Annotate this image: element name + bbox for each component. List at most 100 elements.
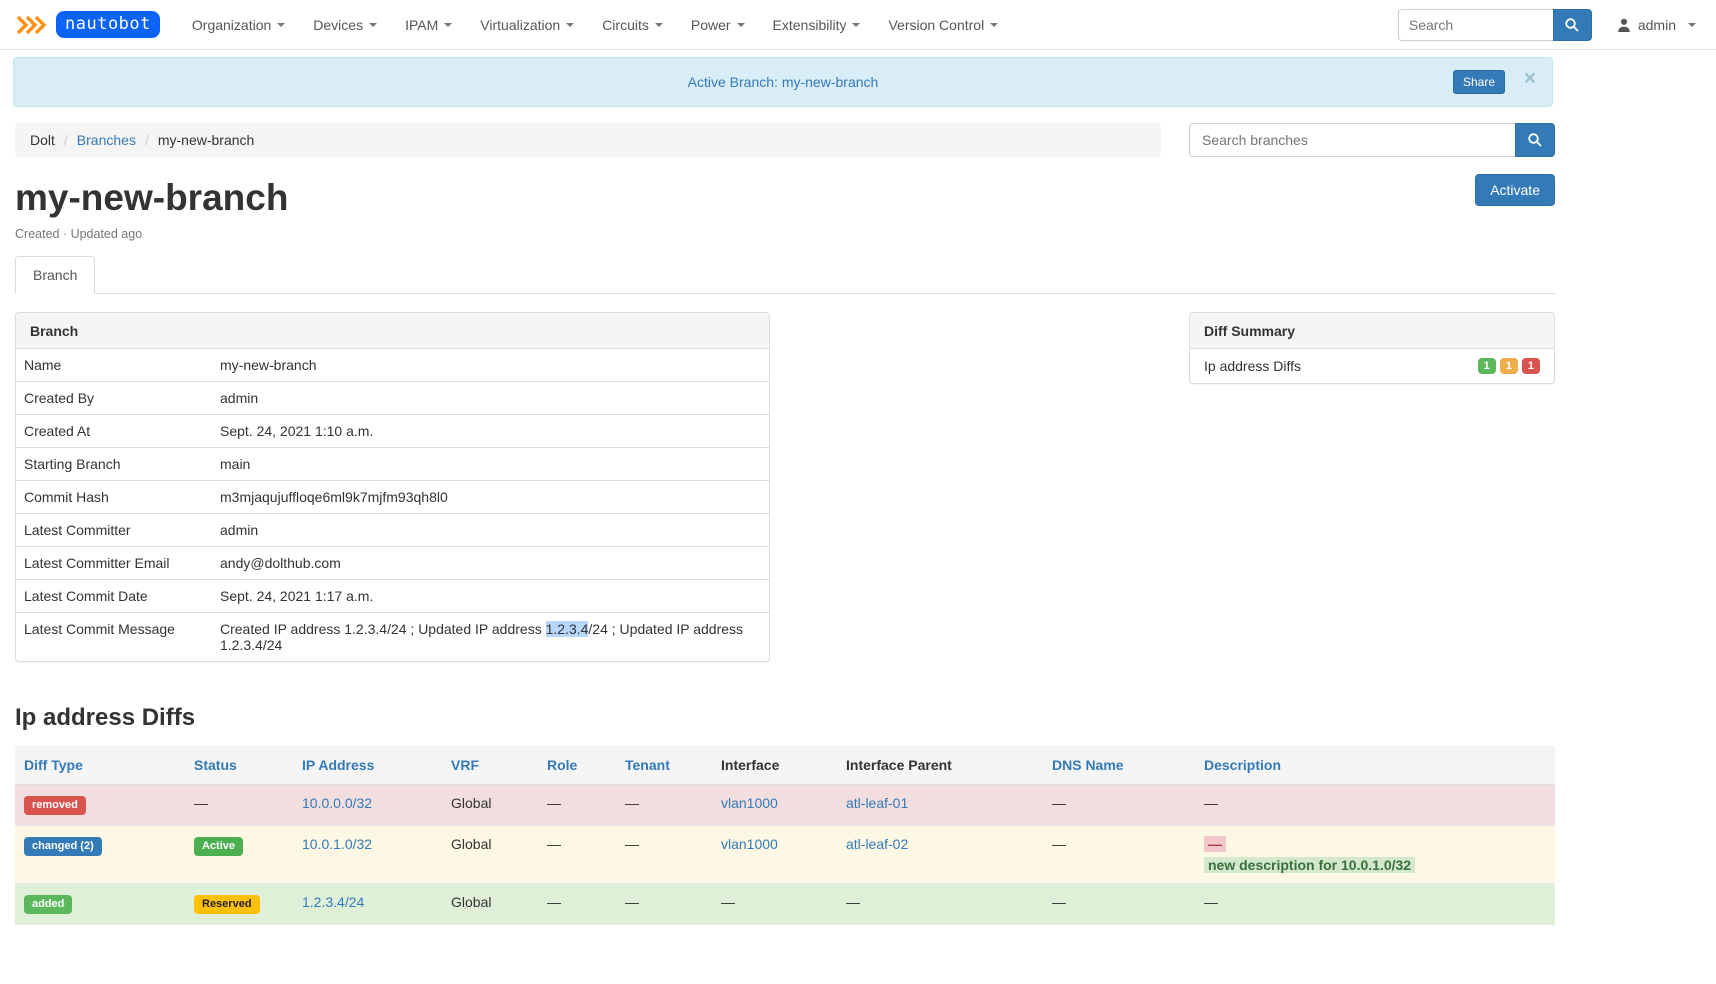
diff-cell: atl-leaf-02 xyxy=(838,825,1044,885)
nav-item-devices[interactable]: Devices xyxy=(299,2,391,48)
empty-value: — xyxy=(1204,894,1218,911)
diff-row: removed — 10.0.0.0/32 Global — — vlan1000 atl-l… xyxy=(15,784,1555,827)
empty-value: — xyxy=(1052,836,1066,853)
caret-down-icon xyxy=(852,22,861,27)
field-label: Latest Committer Email xyxy=(16,546,212,580)
breadcrumb-item-dolt[interactable]: Dolt xyxy=(30,132,55,148)
branch-search-input[interactable] xyxy=(1189,123,1515,157)
column-header-status[interactable]: Status xyxy=(186,746,294,785)
caret-down-icon xyxy=(654,22,663,27)
diff-row: added Reserved 1.2.3.4/24 Global — — — — — — xyxy=(15,883,1555,926)
nav-item-organization[interactable]: Organization xyxy=(178,2,299,48)
nav-item-label: IPAM xyxy=(405,16,439,33)
branch-field-row: Created By admin xyxy=(16,381,769,415)
description-removed: — xyxy=(1204,836,1226,853)
column-header-role[interactable]: Role xyxy=(539,746,617,785)
column-header-description[interactable]: Description xyxy=(1196,746,1555,785)
diff-cell: — xyxy=(539,784,617,827)
empty-value: — xyxy=(625,836,639,853)
column-header-interface: Interface xyxy=(713,746,838,785)
diff-cell: Global xyxy=(443,825,539,885)
diff-cell: vlan1000 xyxy=(713,784,838,827)
column-header-dns-name[interactable]: DNS Name xyxy=(1044,746,1196,785)
field-value: admin xyxy=(212,381,769,415)
field-value: main xyxy=(212,447,769,481)
field-label: Latest Commit Message xyxy=(16,612,212,661)
diff-cell: added xyxy=(15,883,186,926)
nav-item-circuits[interactable]: Circuits xyxy=(588,2,677,48)
nav-item-ipam[interactable]: IPAM xyxy=(391,2,466,48)
nav-item-power[interactable]: Power xyxy=(677,2,759,48)
nav-item-label: Virtualization xyxy=(480,16,561,33)
branch-field-row: Latest Commit Message Created IP address … xyxy=(16,612,769,661)
diffs-body: removed — 10.0.0.0/32 Global — — vlan1000 atl-l… xyxy=(15,784,1555,926)
diff-cell: — xyxy=(617,825,713,885)
caret-down-icon xyxy=(736,22,745,27)
breadcrumb-item-branches[interactable]: Branches xyxy=(76,132,136,148)
diff-count-badge: 1 xyxy=(1499,358,1518,374)
activate-button[interactable]: Activate xyxy=(1475,174,1555,206)
status-badge: changed (2) xyxy=(24,837,102,857)
breadcrumb-item-my-new-branch: my-new-branch xyxy=(157,132,255,148)
nav-item-virtualization[interactable]: Virtualization xyxy=(466,2,588,48)
status-badge: removed xyxy=(24,796,86,816)
cell-link[interactable]: atl-leaf-02 xyxy=(846,836,909,853)
cell-link[interactable]: 10.0.0.0/32 xyxy=(302,795,373,811)
cell-link[interactable]: 1.2.3.4/24 xyxy=(302,894,365,911)
empty-value: — xyxy=(1052,894,1066,911)
field-value: Sept. 24, 2021 1:17 a.m. xyxy=(212,579,769,613)
branch-search-button[interactable] xyxy=(1515,123,1555,157)
diff-cell: — xyxy=(1196,784,1555,827)
cell-text: Global xyxy=(451,894,492,911)
diff-cell: — xyxy=(713,883,838,926)
share-button[interactable]: Share xyxy=(1452,70,1505,94)
cell-link[interactable]: vlan1000 xyxy=(721,836,778,853)
nav-item-version-control[interactable]: Version Control xyxy=(874,2,1012,48)
chevron-down-icon xyxy=(1688,22,1696,27)
empty-value: — xyxy=(1052,795,1066,811)
branch-field-row: Latest Committer Email andy@dolthub.com xyxy=(16,546,769,580)
caret-down-icon xyxy=(990,22,999,27)
field-label: Commit Hash xyxy=(16,480,212,514)
diff-cell: Reserved xyxy=(186,883,294,926)
cell-link[interactable]: 10.0.1.0/32 xyxy=(302,836,373,853)
active-branch-text[interactable]: Active Branch: my-new-branch xyxy=(687,74,879,90)
field-label: Created By xyxy=(16,381,212,415)
nautobot-brand[interactable]: nautobot xyxy=(12,11,164,38)
cell-link[interactable]: vlan1000 xyxy=(721,795,778,811)
diffs-heading: Ip address Diffs xyxy=(15,704,196,731)
navbar-search-button[interactable] xyxy=(1552,8,1592,41)
page-subtitle: Created · Updated ago xyxy=(15,227,143,241)
diff-cell: 10.0.1.0/32 xyxy=(294,825,443,885)
column-header-tenant[interactable]: Tenant xyxy=(617,746,713,785)
close-icon[interactable]: × xyxy=(1523,67,1536,90)
user-menu[interactable]: admin xyxy=(1616,17,1696,33)
field-value: Sept. 24, 2021 1:10 a.m. xyxy=(212,414,769,448)
diff-row: changed (2) Active 10.0.1.0/32 Global — — vlan… xyxy=(15,825,1555,885)
column-header-vrf[interactable]: VRF xyxy=(443,746,539,785)
column-header-ip-address[interactable]: IP Address xyxy=(294,746,443,785)
field-value: Created IP address 1.2.3.4/24 ; Updated … xyxy=(212,612,769,661)
nav-item-extensibility[interactable]: Extensibility xyxy=(759,2,875,48)
diff-cell: Active xyxy=(186,825,294,885)
diff-cell: Global xyxy=(443,883,539,926)
caret-down-icon xyxy=(566,22,575,27)
navbar-search-input[interactable] xyxy=(1397,8,1553,41)
cell-text: Global xyxy=(451,836,492,853)
brand-chevrons-icon xyxy=(16,15,47,34)
selected-text: 1.2.3.4 xyxy=(545,621,589,637)
empty-value: — xyxy=(547,894,561,911)
active-branch-banner: Active Branch: my-new-branch Share × xyxy=(13,57,1553,107)
field-label: Latest Committer xyxy=(16,513,212,547)
user-name: admin xyxy=(1637,16,1676,33)
diff-cell: atl-leaf-01 xyxy=(838,784,1044,827)
field-label: Name xyxy=(24,357,62,373)
tab-branch[interactable]: Branch xyxy=(15,256,96,294)
breadcrumb-separator: / xyxy=(144,132,149,148)
nav-item-label: Circuits xyxy=(602,16,649,33)
column-header-diff-type[interactable]: Diff Type xyxy=(15,746,186,785)
branch-field-row: Created At Sept. 24, 2021 1:10 a.m. xyxy=(16,414,769,448)
cell-link[interactable]: atl-leaf-01 xyxy=(846,795,909,811)
nav-item-label: Devices xyxy=(313,16,364,33)
